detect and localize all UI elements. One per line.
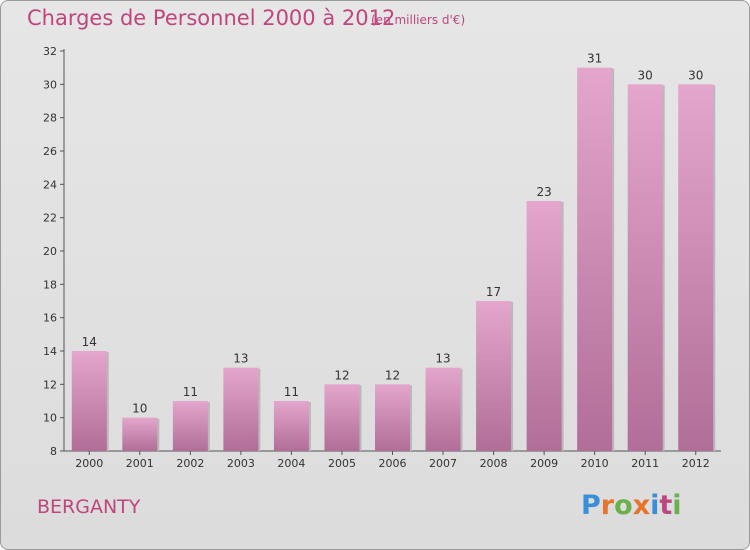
bar bbox=[425, 367, 461, 451]
bar bbox=[476, 301, 512, 451]
bar bbox=[172, 401, 208, 451]
bar bbox=[324, 384, 360, 451]
logo-letter: t bbox=[659, 490, 673, 521]
bar bbox=[678, 84, 714, 451]
y-tick-label: 32 bbox=[43, 45, 57, 58]
logo-letter: i bbox=[672, 490, 682, 521]
bar bbox=[122, 417, 158, 451]
data-label: 30 bbox=[688, 68, 703, 82]
logo-letter: o bbox=[614, 490, 633, 521]
data-label: 23 bbox=[536, 185, 551, 199]
bar bbox=[375, 384, 410, 451]
bar bbox=[627, 84, 663, 451]
logo-letter: P bbox=[581, 490, 601, 521]
x-tick-label: 2001 bbox=[126, 457, 154, 470]
x-tick-label: 2004 bbox=[277, 457, 305, 470]
data-label: 11 bbox=[183, 385, 198, 399]
data-label: 10 bbox=[132, 402, 147, 416]
proxiti-logo[interactable]: Proxiti bbox=[581, 490, 682, 521]
y-tick-label: 22 bbox=[43, 212, 57, 225]
x-tick-label: 2000 bbox=[75, 457, 103, 470]
chart-title: Charges de Personnel 2000 à 2012 bbox=[27, 6, 396, 30]
logo-letter: i bbox=[650, 490, 660, 521]
data-label: 14 bbox=[82, 335, 97, 349]
y-tick-label: 8 bbox=[50, 445, 57, 458]
x-tick-label: 2010 bbox=[581, 457, 609, 470]
chart-subtitle: (en milliers d'€) bbox=[371, 13, 466, 27]
x-tick-label: 2007 bbox=[429, 457, 457, 470]
bar bbox=[223, 367, 259, 451]
y-tick-label: 18 bbox=[43, 278, 57, 291]
bar bbox=[577, 67, 613, 452]
y-tick-label: 16 bbox=[43, 312, 57, 325]
x-tick-label: 2011 bbox=[631, 457, 659, 470]
y-tick-label: 10 bbox=[43, 412, 57, 425]
data-label: 12 bbox=[385, 368, 400, 382]
commune-name: BERGANTY bbox=[37, 496, 141, 518]
logo-letter: x bbox=[632, 490, 651, 521]
bar bbox=[273, 401, 309, 451]
x-tick-label: 2009 bbox=[530, 457, 558, 470]
data-label: 11 bbox=[284, 385, 299, 399]
x-tick-label: 2012 bbox=[682, 457, 710, 470]
x-tick-label: 2002 bbox=[176, 457, 204, 470]
data-label: 13 bbox=[233, 352, 248, 366]
y-tick-label: 28 bbox=[43, 112, 57, 125]
y-tick-label: 30 bbox=[43, 78, 57, 91]
y-tick-label: 20 bbox=[43, 245, 57, 258]
data-label: 30 bbox=[638, 68, 653, 82]
data-label: 13 bbox=[435, 352, 450, 366]
bar bbox=[526, 201, 562, 451]
x-tick-label: 2008 bbox=[480, 457, 508, 470]
y-tick-label: 26 bbox=[43, 145, 57, 158]
data-label: 31 bbox=[587, 52, 602, 66]
y-tick-label: 24 bbox=[43, 178, 57, 191]
data-label: 12 bbox=[334, 368, 349, 382]
x-tick-label: 2003 bbox=[227, 457, 255, 470]
x-tick-label: 2005 bbox=[328, 457, 356, 470]
x-tick-label: 2006 bbox=[379, 457, 407, 470]
y-tick-label: 14 bbox=[43, 345, 57, 358]
bar bbox=[71, 351, 107, 451]
logo-letter: r bbox=[600, 490, 615, 521]
data-label: 17 bbox=[486, 285, 501, 299]
y-tick-label: 12 bbox=[43, 378, 57, 391]
